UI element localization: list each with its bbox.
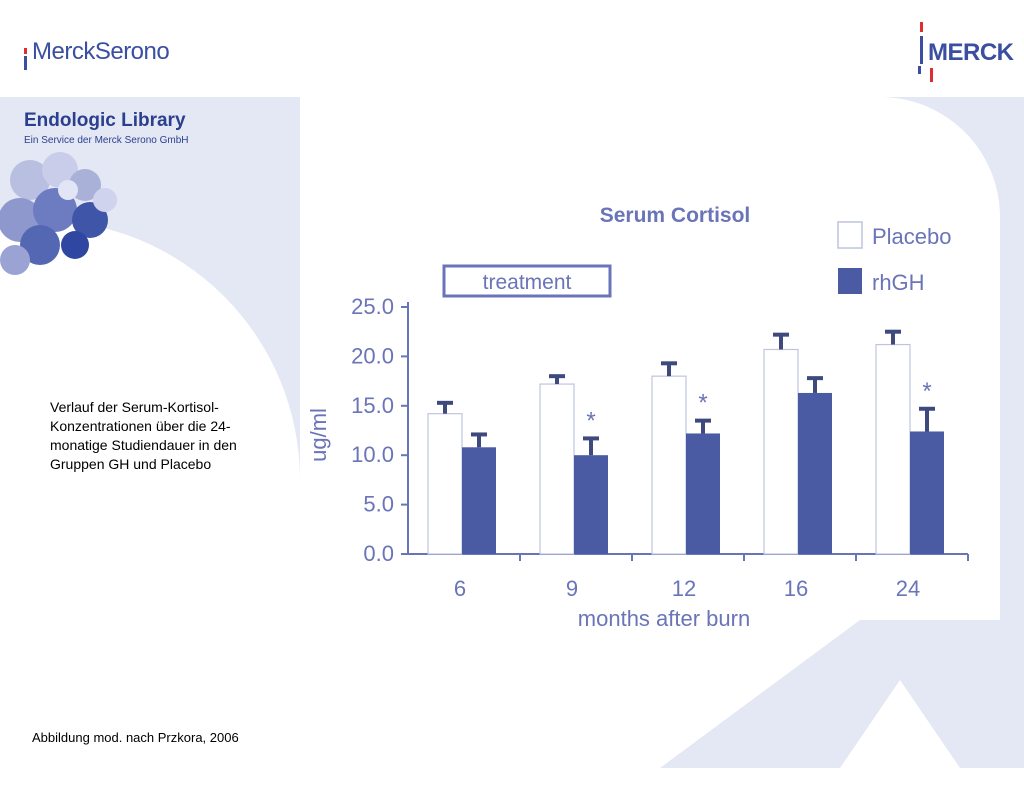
logo-text: MERCK xyxy=(928,39,1014,66)
y-tick-label: 20.0 xyxy=(351,343,394,368)
y-tick-label: 25.0 xyxy=(351,294,394,319)
y-tick-label: 0.0 xyxy=(363,541,394,566)
legend-placebo-swatch xyxy=(837,221,863,249)
logo-bars-icon xyxy=(24,48,28,72)
rhgh-bar xyxy=(910,431,944,554)
placebo-bar xyxy=(763,348,799,555)
figure-source: Abbildung mod. nach Przkora, 2006 xyxy=(32,730,239,745)
y-tick-label: 15.0 xyxy=(351,393,394,418)
rhgh-bar xyxy=(686,433,720,554)
rhgh-bar xyxy=(574,455,608,554)
x-axis-label: months after burn xyxy=(578,606,750,631)
y-axis-label: ug/ml xyxy=(306,408,331,462)
x-tick-label: 24 xyxy=(896,576,920,601)
logo-mark-icon xyxy=(920,22,923,32)
logo-text: MerckSerono xyxy=(32,38,170,65)
treatment-box xyxy=(442,264,612,298)
x-tick-label: 9 xyxy=(566,576,578,601)
serum-cortisol-chart: Serum Cortisol treatment Placebo rhGH ug… xyxy=(306,204,969,631)
significance-marker: * xyxy=(698,390,707,417)
rhgh-bar xyxy=(798,392,832,554)
placebo-bar xyxy=(651,375,687,555)
rhgh-bar xyxy=(462,447,496,554)
x-tick-label: 16 xyxy=(784,576,808,601)
library-subtitle: Ein Service der Merck Serono GmbH xyxy=(24,135,189,146)
significance-marker: * xyxy=(922,378,931,405)
legend-rhgh-swatch xyxy=(838,268,862,294)
treatment-label: treatment xyxy=(483,271,572,294)
y-tick-label: 5.0 xyxy=(363,492,394,517)
merck-logo: MERCK xyxy=(918,22,1014,82)
protein-structure-image xyxy=(0,152,117,275)
significance-marker: * xyxy=(586,407,595,434)
library-title: Endologic Library xyxy=(24,110,186,131)
placebo-bar xyxy=(427,413,463,555)
x-tick-label: 12 xyxy=(672,576,696,601)
placebo-bar xyxy=(539,383,575,555)
placebo-bar xyxy=(875,343,911,555)
background-arrow xyxy=(660,620,1024,768)
chart-title: Serum Cortisol xyxy=(600,204,751,227)
figure-caption: Verlauf der Serum-Kortisol-Konzentration… xyxy=(50,399,237,472)
legend-placebo-label: Placebo xyxy=(872,224,952,249)
legend-rhgh-label: rhGH xyxy=(872,270,925,295)
y-tick-label: 10.0 xyxy=(351,442,394,467)
x-tick-label: 6 xyxy=(454,576,466,601)
